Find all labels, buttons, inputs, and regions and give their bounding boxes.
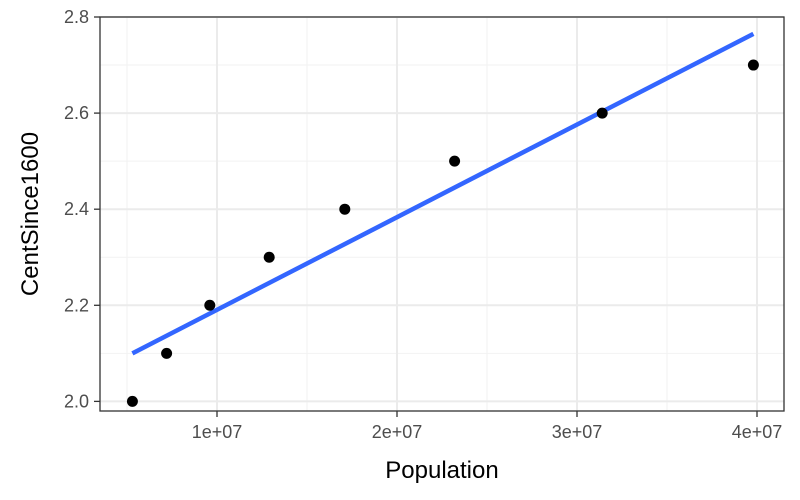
data-point: [449, 155, 461, 167]
data-point: [126, 395, 138, 407]
plot-panel-border: [99, 16, 785, 412]
y-tick-label: 2.6: [64, 103, 89, 123]
data-point: [596, 107, 608, 119]
x-tick-label: 4e+07: [732, 422, 783, 442]
x-axis-title: Population: [385, 457, 498, 484]
y-tick-label: 2.4: [64, 199, 89, 219]
y-axis-title: CentSince1600: [17, 132, 44, 296]
data-point: [263, 251, 275, 263]
x-tick-label: 2e+07: [372, 422, 423, 442]
data-point: [747, 59, 759, 71]
data-point: [204, 299, 216, 311]
minor-gridlines: [100, 17, 784, 411]
y-tick-label: 2.8: [64, 7, 89, 27]
x-tick-label: 1e+07: [192, 422, 243, 442]
x-tick-label: 3e+07: [552, 422, 603, 442]
data-point: [339, 203, 351, 215]
data-point: [161, 347, 173, 359]
fit-line-layer: [131, 31, 755, 356]
regression-line: [131, 31, 755, 356]
y-axis: 2.0 2.2 2.4 2.6 2.8: [64, 7, 100, 411]
y-tick-label: 2.0: [64, 391, 89, 411]
y-tick-label: 2.2: [64, 295, 89, 315]
data-points: [126, 59, 759, 407]
x-axis: 1e+07 2e+07 3e+07 4e+07: [192, 411, 783, 442]
major-gridlines: [100, 16, 784, 411]
